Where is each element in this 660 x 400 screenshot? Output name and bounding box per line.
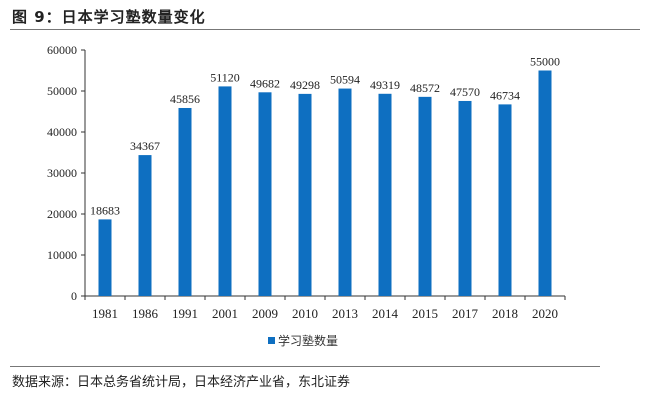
bar-2018 xyxy=(498,104,512,297)
data-label-2017: 47570 xyxy=(450,85,480,99)
bar-2017 xyxy=(458,100,472,296)
x-tick-label: 1981 xyxy=(92,306,118,321)
y-tick-label: 30000 xyxy=(47,166,77,180)
x-tick-label: 2018 xyxy=(492,306,518,321)
x-tick-label: 2013 xyxy=(332,306,358,321)
bar-2014 xyxy=(378,93,392,296)
data-label-2001: 51120 xyxy=(210,70,240,84)
data-label-2013: 50594 xyxy=(330,73,360,87)
data-label-2020: 55000 xyxy=(530,55,560,69)
x-tick-label: 2015 xyxy=(412,306,438,321)
bar-1986 xyxy=(138,155,152,296)
x-tick-label: 2010 xyxy=(292,306,318,321)
legend-swatch xyxy=(268,337,275,344)
data-label-2018: 46734 xyxy=(490,88,520,102)
data-label-1991: 45856 xyxy=(170,92,200,106)
data-label-1986: 34367 xyxy=(130,139,160,153)
bar-1981 xyxy=(98,219,112,296)
x-tick-label: 1991 xyxy=(172,306,198,321)
y-tick-label: 40000 xyxy=(47,125,77,139)
data-label-2015: 48572 xyxy=(410,81,440,95)
y-tick-label: 50000 xyxy=(47,84,77,98)
y-tick-label: 10000 xyxy=(47,248,77,262)
y-tick-label: 20000 xyxy=(47,207,77,221)
x-tick-label: 2009 xyxy=(252,306,278,321)
x-tick-label: 2014 xyxy=(372,306,399,321)
bar-2009 xyxy=(258,92,272,296)
y-tick-label: 60000 xyxy=(47,43,77,57)
y-tick-label: 0 xyxy=(71,289,77,303)
bar-1991 xyxy=(178,107,192,296)
x-tick-label: 2001 xyxy=(212,306,238,321)
data-label-2014: 49319 xyxy=(370,78,400,92)
bar-2013 xyxy=(338,88,352,296)
source-divider xyxy=(10,366,600,367)
bar-2010 xyxy=(298,93,312,296)
legend-label: 学习塾数量 xyxy=(278,333,338,348)
data-label-1981: 18683 xyxy=(90,203,120,217)
bar-2020 xyxy=(538,70,552,296)
title-divider xyxy=(10,29,640,30)
x-tick-label: 2017 xyxy=(452,306,479,321)
source-note: 数据来源：日本总务省统计局，日本经济产业省，东北证券 xyxy=(12,375,351,390)
data-label-2010: 49298 xyxy=(290,78,320,92)
x-tick-label: 2020 xyxy=(532,306,558,321)
bar-2015 xyxy=(418,96,432,296)
x-tick-label: 1986 xyxy=(132,306,159,321)
data-label-2009: 49682 xyxy=(250,76,280,90)
figure-title: 图 9：日本学习塾数量变化 xyxy=(12,8,206,26)
bar-2001 xyxy=(218,86,232,297)
